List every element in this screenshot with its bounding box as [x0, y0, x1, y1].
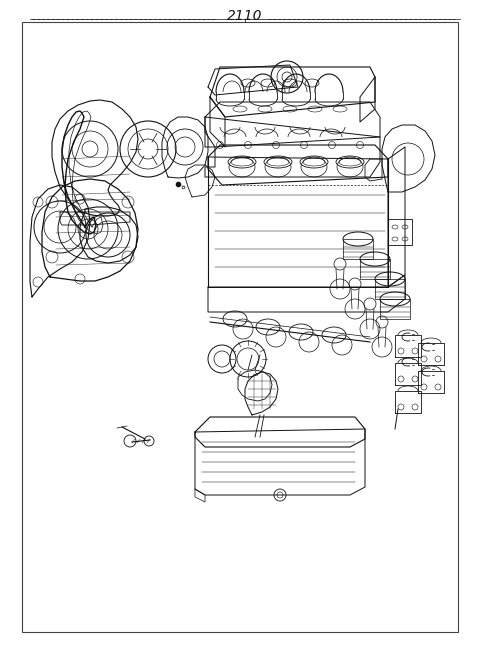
- Bar: [380, 299, 410, 319]
- Bar: [360, 259, 390, 279]
- Bar: [375, 279, 405, 299]
- Text: 2110: 2110: [227, 9, 263, 23]
- Bar: [343, 239, 373, 259]
